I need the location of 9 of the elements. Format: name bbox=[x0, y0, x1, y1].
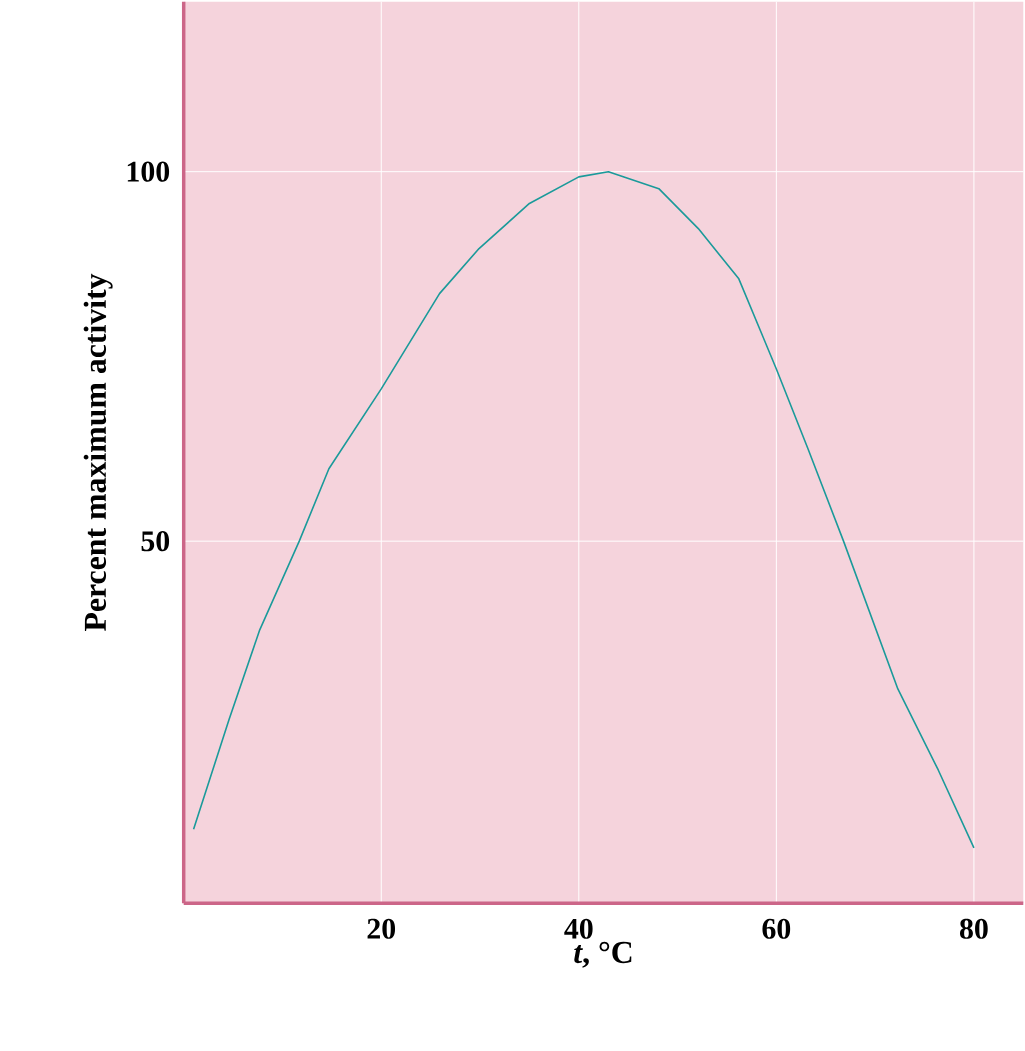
x-tick-label: 40 bbox=[564, 918, 593, 939]
y-tick-label: 50 bbox=[141, 531, 170, 552]
y-tick-label: 100 bbox=[127, 161, 170, 182]
y-axis-title: Percent maximum activity bbox=[83, 273, 113, 632]
line-series bbox=[192, 170, 975, 849]
x-axis-title: t, °C bbox=[574, 941, 632, 968]
x-tick-label: 80 bbox=[959, 918, 988, 939]
x-tick-label: 60 bbox=[762, 918, 791, 939]
x-tick-label: 20 bbox=[367, 918, 396, 939]
